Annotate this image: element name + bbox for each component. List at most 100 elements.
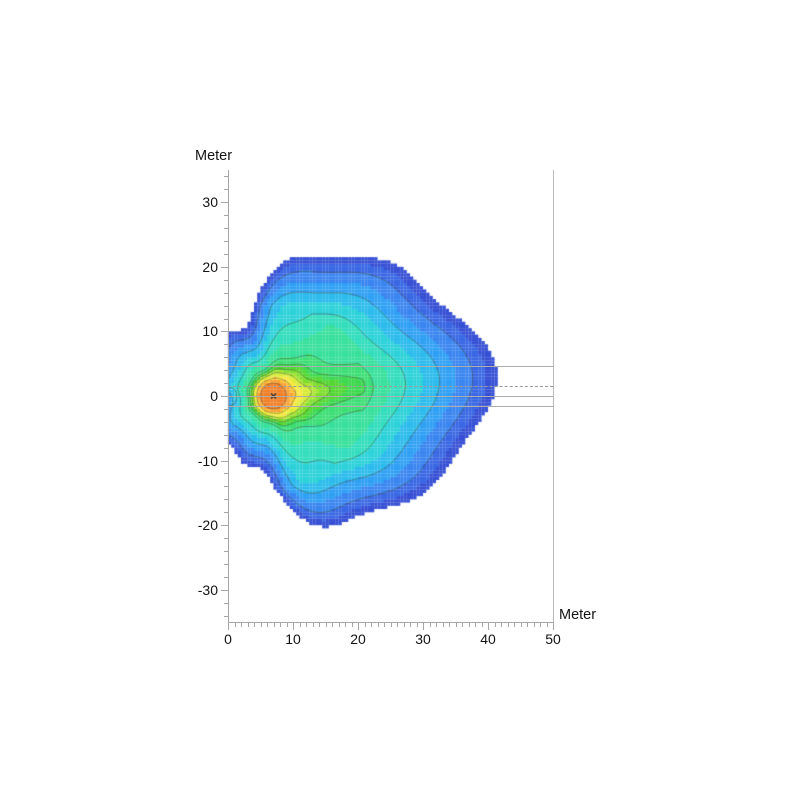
x-axis-minor-tick <box>306 623 307 627</box>
y-axis-major-tick <box>221 396 228 397</box>
y-axis-minor-tick <box>224 563 228 565</box>
x-axis-minor-tick <box>267 623 268 627</box>
x-axis-major-tick <box>293 623 294 630</box>
x-axis-minor-tick <box>527 623 528 627</box>
x-axis-minor-tick <box>371 623 372 627</box>
x-axis-minor-tick <box>247 623 249 627</box>
x-axis-minor-tick <box>384 623 385 627</box>
y-axis-minor-tick <box>224 447 228 449</box>
x-axis-minor-tick <box>468 623 470 627</box>
x-axis-minor-tick <box>319 623 320 627</box>
x-axis-minor-tick <box>390 623 392 627</box>
x-axis-minor-tick <box>325 623 327 627</box>
x-axis-minor-tick <box>377 623 379 627</box>
y-axis-major-tick <box>221 589 228 591</box>
y-axis-minor-tick <box>224 176 228 178</box>
x-axis-tick-label: 30 <box>415 631 431 647</box>
y-axis-major-tick <box>221 525 228 527</box>
x-axis-minor-tick <box>462 623 463 627</box>
x-axis-major-tick <box>553 623 554 630</box>
x-axis-line <box>228 622 554 623</box>
x-axis-minor-tick <box>345 623 346 627</box>
y-axis-minor-tick <box>224 189 228 191</box>
y-axis-minor-tick <box>224 615 228 617</box>
x-axis-minor-tick <box>442 623 444 627</box>
y-axis-minor-tick <box>224 241 228 243</box>
x-axis-minor-tick <box>364 623 366 627</box>
y-axis-tick-label: -10 <box>197 452 218 469</box>
x-axis-minor-tick <box>540 623 541 627</box>
x-axis-minor-tick <box>286 623 288 627</box>
y-axis-minor-tick <box>224 538 228 540</box>
x-axis-minor-tick <box>436 623 437 627</box>
y-axis-minor-tick <box>224 357 228 359</box>
y-axis-minor-tick <box>224 550 228 552</box>
y-axis-minor-tick <box>224 421 228 423</box>
x-axis-minor-tick <box>351 623 353 627</box>
x-axis-minor-tick <box>520 623 522 627</box>
x-axis-minor-tick <box>416 623 418 627</box>
y-axis-minor-tick <box>224 512 228 514</box>
y-axis-minor-tick <box>224 279 228 281</box>
x-axis-tick-label: 50 <box>545 631 561 647</box>
plot-right-border <box>553 170 554 622</box>
x-axis-minor-tick <box>410 623 411 627</box>
y-axis-minor-tick <box>224 228 228 230</box>
x-axis-major-tick <box>358 623 359 630</box>
x-axis-minor-tick <box>546 623 548 627</box>
x-axis-tick-label: 10 <box>285 631 301 647</box>
y-axis-tick-label: 20 <box>202 258 218 275</box>
y-axis-major-tick <box>221 202 228 204</box>
y-axis-minor-tick <box>224 253 228 255</box>
y-axis-tick-label: 0 <box>210 388 218 404</box>
x-axis-title: Meter <box>559 607 597 623</box>
y-axis-minor-tick <box>224 305 228 307</box>
y-axis-major-tick <box>221 331 228 333</box>
x-axis-minor-tick <box>299 623 301 627</box>
x-axis-minor-tick <box>429 623 431 627</box>
x-axis-minor-tick <box>273 623 275 627</box>
solid-reference-line <box>228 396 553 398</box>
y-axis-minor-tick <box>224 383 228 385</box>
y-axis-minor-tick <box>224 408 228 410</box>
x-axis-minor-tick <box>507 623 509 627</box>
x-axis-major-tick <box>488 623 489 630</box>
x-axis-minor-tick <box>481 623 483 627</box>
x-axis-minor-tick <box>234 623 236 627</box>
x-axis-major-tick <box>423 623 424 630</box>
dashed-reference-line <box>228 386 553 388</box>
y-axis-minor-tick <box>224 499 228 501</box>
y-axis-minor-tick <box>224 215 228 217</box>
y-axis-minor-tick <box>224 434 228 436</box>
y-axis-minor-tick <box>224 473 228 475</box>
solid-reference-line <box>228 366 553 368</box>
x-axis-minor-tick <box>260 623 262 627</box>
y-axis-title: Meter <box>195 148 233 164</box>
x-axis-major-tick <box>228 623 229 630</box>
x-axis-tick-label: 40 <box>480 631 496 647</box>
x-axis-minor-tick <box>397 623 398 627</box>
y-axis-minor-tick <box>224 486 228 488</box>
x-axis-minor-tick <box>254 623 255 627</box>
x-axis-tick-label: 20 <box>350 631 366 647</box>
y-axis-major-tick <box>221 266 228 268</box>
x-axis-minor-tick <box>475 623 476 627</box>
x-axis-minor-tick <box>403 623 405 627</box>
y-axis-line <box>228 170 229 623</box>
y-axis-minor-tick <box>224 318 228 320</box>
y-axis-minor-tick <box>224 602 228 604</box>
y-axis-tick-label: -30 <box>197 581 218 598</box>
x-axis-minor-tick <box>455 623 457 627</box>
y-axis-minor-tick <box>224 292 228 294</box>
x-axis-minor-tick <box>338 623 340 627</box>
y-axis-minor-tick <box>224 344 228 346</box>
x-axis-minor-tick <box>533 623 535 627</box>
x-axis-minor-tick <box>449 623 450 627</box>
y-axis-minor-tick <box>224 370 228 372</box>
x-axis-minor-tick <box>514 623 515 627</box>
y-axis-tick-label: 10 <box>202 323 218 340</box>
solid-reference-line <box>228 406 553 408</box>
